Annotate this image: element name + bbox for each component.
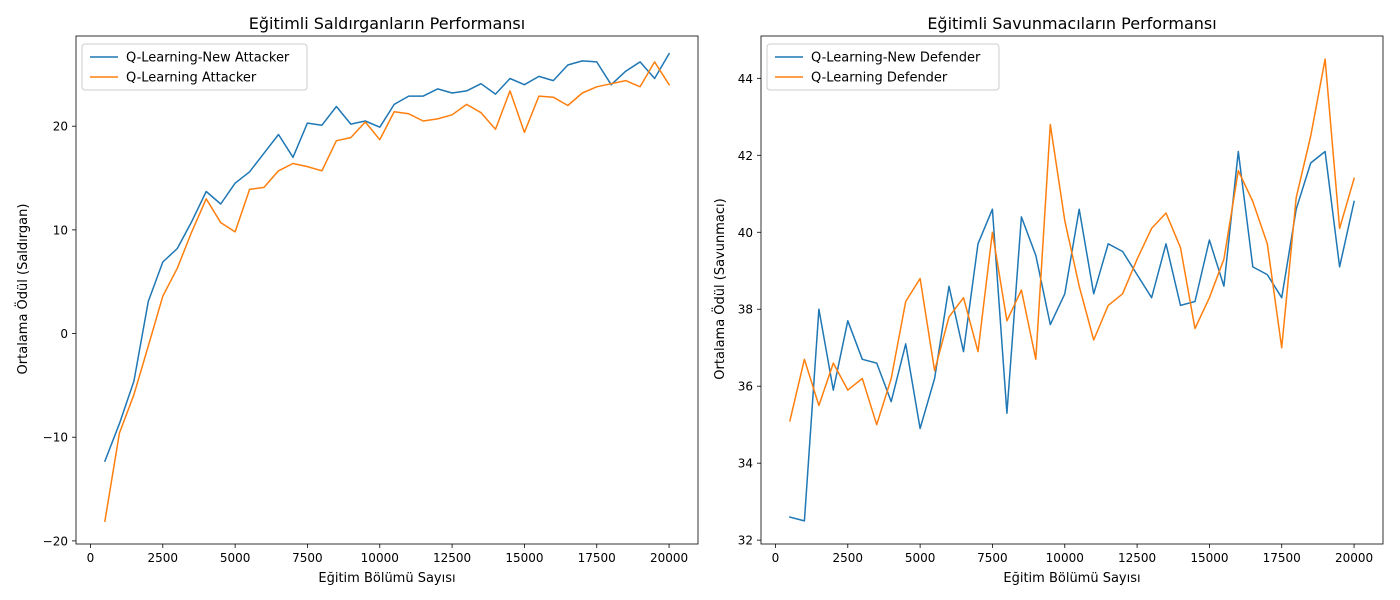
x-tick-label: 0 xyxy=(772,551,780,565)
y-tick-label: 20 xyxy=(53,120,68,134)
series-line-baseline xyxy=(788,58,1356,426)
axes-frame xyxy=(75,35,699,545)
x-tick-label: 17500 xyxy=(1263,551,1301,565)
legend-label: Q-Learning Attacker xyxy=(126,71,257,86)
x-tick-label: 5000 xyxy=(220,551,251,565)
x-tick-label: 2500 xyxy=(833,551,864,565)
series-line-baseline xyxy=(104,61,671,523)
x-tick-label: 5000 xyxy=(905,551,936,565)
x-axis-label: Eğitim Bölümü Sayısı xyxy=(318,571,455,586)
y-tick-label: −20 xyxy=(43,534,68,548)
x-tick-label: 7500 xyxy=(977,551,1008,565)
chart-title: Eğitimli Saldırganların Performansı xyxy=(249,14,525,33)
x-tick-label: 15000 xyxy=(1190,551,1228,565)
y-tick-label: 34 xyxy=(738,457,753,471)
x-tick-label: 15000 xyxy=(505,551,543,565)
legend-label: Q-Learning Defender xyxy=(811,71,948,86)
axes-frame xyxy=(760,35,1384,545)
legend-label: Q-Learning-New Defender xyxy=(811,51,981,66)
x-tick-label: 12500 xyxy=(1118,551,1156,565)
legend: Q-Learning-New Attacker Q-Learning Attack… xyxy=(81,43,308,91)
y-tick-label: 42 xyxy=(738,149,753,163)
legend: Q-Learning-New Defender Q-Learning Defend… xyxy=(766,43,1000,91)
x-tick-label: 0 xyxy=(87,551,95,565)
x-tick-label: 10000 xyxy=(1046,551,1084,565)
x-tick-label: 20000 xyxy=(1335,551,1373,565)
y-tick-label: −10 xyxy=(43,431,68,445)
y-axis-label: Ortalama Ödül (Saldırgan) xyxy=(14,204,31,375)
x-tick-label: 10000 xyxy=(361,551,399,565)
series-line-new xyxy=(788,150,1355,522)
y-tick-label: 40 xyxy=(738,226,753,240)
y-tick-label: 0 xyxy=(60,327,68,341)
y-tick-label: 38 xyxy=(738,303,753,317)
series-line-new xyxy=(103,52,671,463)
y-tick-label: 10 xyxy=(53,223,68,237)
y-tick-label: 36 xyxy=(738,380,753,394)
x-tick-label: 20000 xyxy=(650,551,688,565)
x-tick-label: 7500 xyxy=(292,551,323,565)
y-tick-label: 44 xyxy=(738,72,753,86)
defender-performance-chart: Eğitimli Savunmacıların Performansı Eğit… xyxy=(711,14,1384,586)
y-tick-label: 32 xyxy=(738,534,753,548)
legend-frame xyxy=(766,43,1000,91)
x-tick-label: 12500 xyxy=(433,551,471,565)
x-tick-label: 2500 xyxy=(148,551,179,565)
attacker-performance-chart: Eğitimli Saldırganların Performansı Eğit… xyxy=(14,14,699,586)
legend-frame xyxy=(81,43,308,91)
y-axis-label: Ortalama Ödül (Savunmacı) xyxy=(711,198,728,379)
x-axis-label: Eğitim Bölümü Sayısı xyxy=(1003,571,1140,586)
chart-title: Eğitimli Savunmacıların Performansı xyxy=(927,14,1216,33)
legend-label: Q-Learning-New Attacker xyxy=(126,51,290,66)
x-tick-label: 17500 xyxy=(578,551,616,565)
